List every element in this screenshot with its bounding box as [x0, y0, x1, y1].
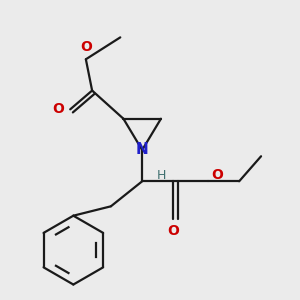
Text: O: O — [52, 102, 64, 116]
Text: H: H — [156, 169, 166, 182]
Text: N: N — [136, 142, 148, 158]
Text: O: O — [211, 168, 223, 182]
Text: O: O — [167, 224, 179, 238]
Text: O: O — [80, 40, 92, 54]
